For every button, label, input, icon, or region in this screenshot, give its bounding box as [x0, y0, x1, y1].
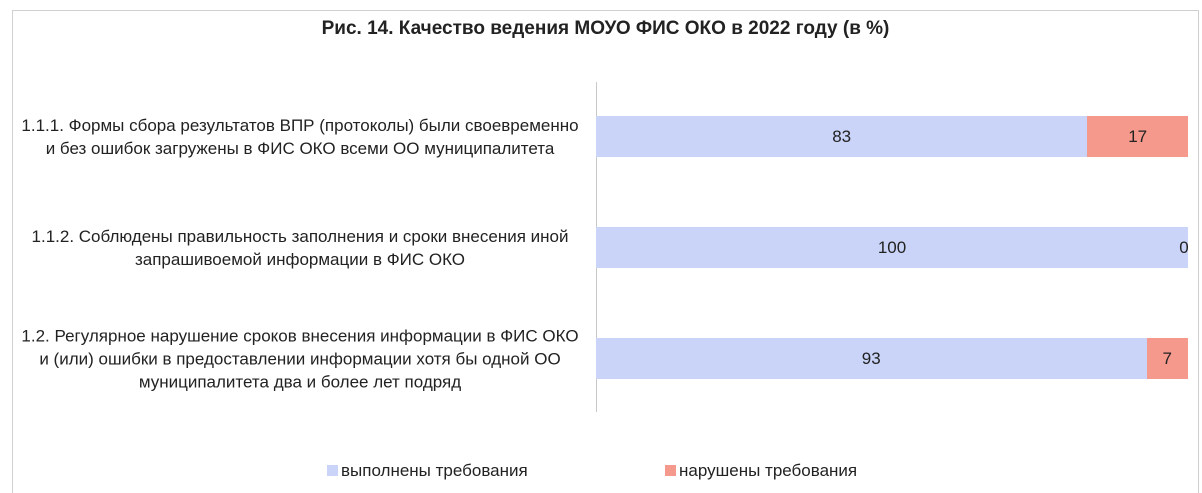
bar-segment — [596, 338, 1147, 379]
chart-title: Рис. 14. Качество ведения МОУО ФИС ОКО в… — [321, 18, 890, 39]
legend-label: выполнены требования — [341, 461, 528, 480]
category-label: 1.2. Регулярное нарушение сроков внесени… — [21, 326, 579, 391]
bar-segment — [1087, 116, 1188, 157]
legend-swatch — [327, 465, 338, 476]
data-label: 0 — [1179, 237, 1189, 257]
legend-swatch — [665, 465, 676, 476]
bar-segment — [596, 227, 1188, 268]
data-label: 83 — [832, 126, 852, 146]
data-label: 93 — [861, 348, 881, 368]
bar-segment — [1146, 338, 1188, 379]
category-label: 1.1.1. Формы сбора результатов ВПР (прот… — [21, 115, 579, 158]
data-label: 100 — [877, 237, 907, 257]
data-label: 17 — [1128, 126, 1148, 146]
data-label: 7 — [1162, 348, 1172, 368]
bar-segment — [596, 116, 1088, 157]
chart-frame — [12, 10, 1199, 493]
legend-label: нарушены требования — [679, 461, 858, 480]
category-label: 1.1.2. Соблюдены правильность заполнения… — [31, 226, 569, 269]
